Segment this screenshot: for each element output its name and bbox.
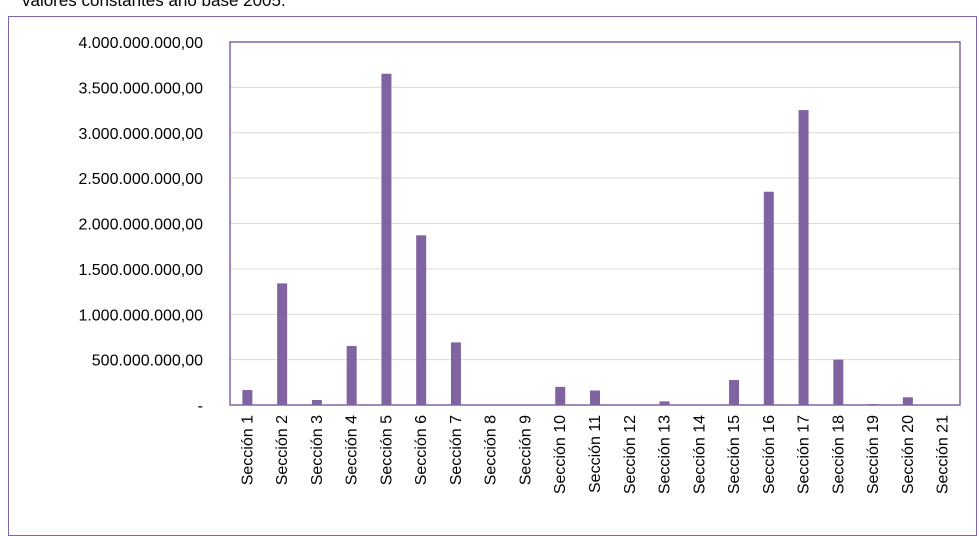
y-tick-label: 1.500.000.000,00 <box>78 262 203 279</box>
bar <box>798 110 809 405</box>
y-tick-label: 3.000.000.000,00 <box>78 126 203 143</box>
bar <box>763 191 774 405</box>
header-text: valores constantes año base 2005. <box>22 0 286 10</box>
x-tick-label: Sección 11 <box>587 415 604 493</box>
x-tick-label: Sección 14 <box>691 415 708 494</box>
bar <box>242 390 253 405</box>
bar <box>729 380 740 405</box>
x-tick-label: Sección 18 <box>830 415 847 494</box>
x-tick-label: Sección 21 <box>935 415 952 494</box>
bar <box>555 386 566 405</box>
y-tick-label: 2.000.000.000,00 <box>78 217 203 234</box>
bar <box>416 235 427 405</box>
bar <box>450 342 461 405</box>
y-tick-label: - <box>198 398 203 415</box>
x-tick-label: Sección 8 <box>483 415 500 485</box>
x-tick-label: Sección 10 <box>552 415 569 494</box>
bar <box>381 73 392 405</box>
bar <box>902 397 913 405</box>
x-tick-label: Sección 19 <box>865 415 882 494</box>
y-axis-tick-labels: - 500.000.000,00 1.000.000.000,00 1.500.000… <box>78 35 203 415</box>
x-tick-label: Sección 6 <box>413 415 430 485</box>
gridlines <box>230 86 960 361</box>
y-tick-label: 2.500.000.000,00 <box>78 171 203 188</box>
y-tick-label: 3.500.000.000,00 <box>78 80 203 97</box>
x-tick-label: Sección 4 <box>344 415 361 485</box>
x-tick-label: Sección 7 <box>448 415 465 485</box>
bar <box>277 283 288 405</box>
x-tick-label: Sección 2 <box>274 415 291 485</box>
bar <box>833 359 844 405</box>
x-tick-label: Sección 17 <box>796 415 813 494</box>
bar <box>590 390 600 405</box>
bars <box>242 73 913 405</box>
x-tick-label: Sección 1 <box>239 415 256 485</box>
chart-frame <box>8 16 977 536</box>
x-tick-label: Sección 13 <box>657 415 674 494</box>
x-axis-tick-labels: Sección 1 Sección 2 Sección 3 Sección 4 Secc… <box>239 415 951 494</box>
x-tick-label: Sección 9 <box>517 415 534 485</box>
bar <box>659 401 670 405</box>
x-tick-label: Sección 5 <box>378 415 395 485</box>
bar <box>346 346 357 405</box>
y-tick-label: 1.000.000.000,00 <box>78 307 203 324</box>
x-tick-label: Sección 3 <box>309 415 326 485</box>
x-tick-label: Sección 12 <box>622 415 639 494</box>
y-tick-label: 4.000.000.000,00 <box>78 35 203 52</box>
bar <box>311 400 322 405</box>
x-tick-label: Sección 15 <box>726 415 743 494</box>
plot-area-border <box>229 41 961 406</box>
x-tick-label: Sección 20 <box>900 415 917 494</box>
x-tick-label: Sección 16 <box>761 415 778 494</box>
y-tick-label: 500.000.000,00 <box>92 353 203 370</box>
